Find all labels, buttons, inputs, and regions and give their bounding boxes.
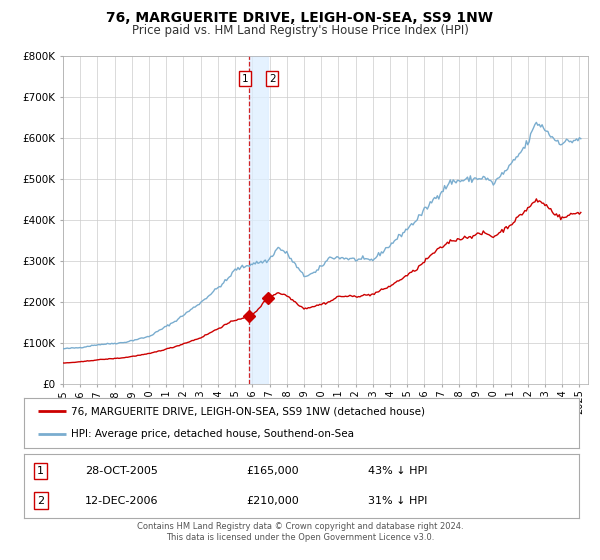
Text: 1: 1 bbox=[242, 73, 248, 83]
Bar bbox=[250, 56, 268, 384]
Text: 2: 2 bbox=[37, 496, 44, 506]
Text: 43% ↓ HPI: 43% ↓ HPI bbox=[368, 466, 428, 476]
Text: 28-OCT-2005: 28-OCT-2005 bbox=[85, 466, 158, 476]
Text: 2: 2 bbox=[269, 73, 275, 83]
Text: Contains HM Land Registry data © Crown copyright and database right 2024.: Contains HM Land Registry data © Crown c… bbox=[137, 522, 463, 531]
Text: 76, MARGUERITE DRIVE, LEIGH-ON-SEA, SS9 1NW: 76, MARGUERITE DRIVE, LEIGH-ON-SEA, SS9 … bbox=[107, 11, 493, 25]
Text: £165,000: £165,000 bbox=[246, 466, 299, 476]
Text: 31% ↓ HPI: 31% ↓ HPI bbox=[368, 496, 427, 506]
Text: This data is licensed under the Open Government Licence v3.0.: This data is licensed under the Open Gov… bbox=[166, 533, 434, 542]
Text: 12-DEC-2006: 12-DEC-2006 bbox=[85, 496, 158, 506]
Text: 1: 1 bbox=[37, 466, 44, 476]
Text: HPI: Average price, detached house, Southend-on-Sea: HPI: Average price, detached house, Sout… bbox=[71, 430, 354, 440]
Text: £210,000: £210,000 bbox=[246, 496, 299, 506]
Text: 76, MARGUERITE DRIVE, LEIGH-ON-SEA, SS9 1NW (detached house): 76, MARGUERITE DRIVE, LEIGH-ON-SEA, SS9 … bbox=[71, 406, 425, 416]
Text: Price paid vs. HM Land Registry's House Price Index (HPI): Price paid vs. HM Land Registry's House … bbox=[131, 24, 469, 36]
